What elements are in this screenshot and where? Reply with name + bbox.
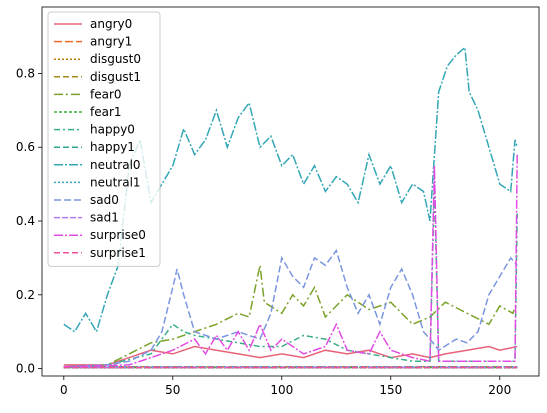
legend-label-sad0: sad0 <box>90 193 119 207</box>
x-tick-label: 150 <box>379 383 402 397</box>
legend-label-disgust0: disgust0 <box>90 52 141 66</box>
y-tick-label: 0.6 <box>16 140 35 154</box>
legend-label-angry0: angry0 <box>90 17 132 31</box>
series-line-angry0 <box>63 345 518 366</box>
y-tick-label: 0.0 <box>16 362 35 376</box>
legend-label-surprise1: surprise1 <box>90 246 146 260</box>
legend-label-fear0: fear0 <box>90 87 122 101</box>
plot-frame <box>41 6 540 377</box>
legend-label-sad1: sad1 <box>90 211 119 225</box>
legend-label-happy1: happy1 <box>90 140 135 154</box>
y-tick-label: 0.8 <box>16 66 35 80</box>
legend-label-disgust1: disgust1 <box>90 70 141 84</box>
series-line-happy0 <box>63 184 518 368</box>
y-tick-label: 0.4 <box>16 214 35 228</box>
legend-label-neutral1: neutral1 <box>90 175 141 189</box>
series-line-fear0 <box>63 265 518 368</box>
legend-label-angry1: angry1 <box>90 35 132 49</box>
legend-box <box>47 11 161 267</box>
legend-label-neutral0: neutral0 <box>90 158 141 172</box>
legend: angry0 angry1 disgust0 disgust1 fear0 fear1 ha… <box>47 11 161 267</box>
legend-label-surprise0: surprise0 <box>90 228 146 242</box>
x-tick-label: 50 <box>165 383 180 397</box>
legend-label-fear1: fear1 <box>90 105 122 119</box>
x-tick-label: 0 <box>60 383 68 397</box>
series-line-sad0 <box>63 248 518 368</box>
x-tick-label: 100 <box>270 383 293 397</box>
series-line-surprise0 <box>63 154 518 368</box>
y-tick-label: 0.2 <box>16 288 35 302</box>
legend-label-happy0: happy0 <box>90 123 135 137</box>
x-tick-label: 200 <box>488 383 511 397</box>
